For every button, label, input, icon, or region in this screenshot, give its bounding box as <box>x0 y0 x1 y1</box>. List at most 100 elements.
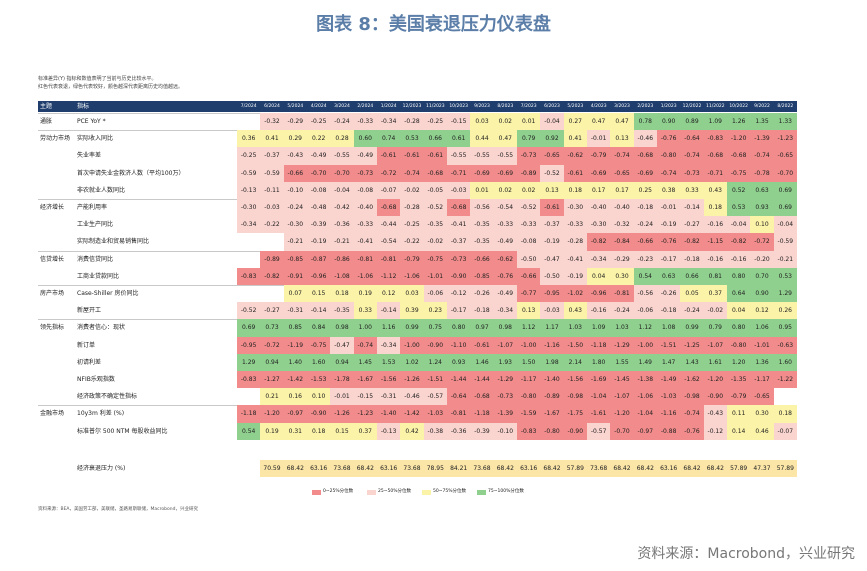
row-group: 金融市场 <box>40 410 65 418</box>
cell: -0.38 <box>423 422 447 440</box>
cell: 0.04 <box>727 302 751 320</box>
cell: 1.24 <box>423 353 447 371</box>
cell: -0.69 <box>470 164 494 182</box>
note: 标准差异(Y) 指标和数值表明了当前与历史比较水平。 <box>38 76 157 82</box>
column-header: 12/2022 <box>682 104 702 109</box>
cell: 0.01 <box>470 181 494 199</box>
cell: -0.65 <box>773 147 797 165</box>
total-cell: 68.42 <box>493 460 517 478</box>
cell: -0.82 <box>727 233 751 251</box>
cell: 0.03 <box>400 285 424 303</box>
cell: 0.44 <box>470 130 494 148</box>
cell: -0.65 <box>750 388 774 406</box>
cell: 0.18 <box>703 199 727 217</box>
cell: -0.02 <box>400 181 424 199</box>
row-name: 首次申请失业金救济人数（平均100万） <box>77 169 185 177</box>
legend-swatch <box>367 490 376 495</box>
cell: -0.06 <box>423 285 447 303</box>
cell: -0.29 <box>610 250 634 268</box>
cell: 1.35 <box>750 113 774 131</box>
cell: 0.79 <box>703 319 727 337</box>
cell: 1.20 <box>727 353 751 371</box>
cell: 0.75 <box>423 319 447 337</box>
cell: -0.47 <box>540 250 564 268</box>
cell: -0.27 <box>680 216 704 234</box>
cell: -0.49 <box>307 147 331 165</box>
cell: -0.82 <box>260 267 284 285</box>
cell: 0.63 <box>657 267 681 285</box>
cell: -0.44 <box>377 216 401 234</box>
cell: -0.25 <box>237 147 261 165</box>
total-cell: 57.89 <box>563 460 587 478</box>
header-bar <box>38 101 797 112</box>
cell: 0.18 <box>773 405 797 423</box>
cell: -1.18 <box>587 336 611 354</box>
cell: -0.89 <box>517 164 541 182</box>
cell: -0.73 <box>353 164 377 182</box>
cell: -1.18 <box>237 405 261 423</box>
cell: 0.99 <box>680 319 704 337</box>
cell: -1.35 <box>727 371 751 389</box>
cell: -0.66 <box>283 164 307 182</box>
cell: 0.11 <box>727 405 751 423</box>
cell: -0.30 <box>587 216 611 234</box>
row-name: 消费信贷同比 <box>77 255 114 263</box>
row-group: 经济增长 <box>40 204 65 211</box>
cell: 0.41 <box>260 130 284 148</box>
cell: -1.23 <box>773 130 797 148</box>
cell: -0.98 <box>680 388 704 406</box>
cell: -1.20 <box>703 371 727 389</box>
cell: -0.74 <box>657 164 681 182</box>
cell: -0.71 <box>703 164 727 182</box>
cell: -0.18 <box>680 250 704 268</box>
cell: -1.56 <box>563 371 587 389</box>
cell: 1.17 <box>540 319 564 337</box>
cell: -0.43 <box>703 405 727 423</box>
cell: -1.19 <box>283 336 307 354</box>
cell: -0.26 <box>657 285 681 303</box>
cell: -1.40 <box>540 371 564 389</box>
cell: 0.02 <box>517 181 541 199</box>
cell: -0.08 <box>307 181 331 199</box>
cell: -0.41 <box>447 216 471 234</box>
cell: 0.19 <box>260 422 284 440</box>
cell: 0.18 <box>307 422 331 440</box>
cell: -0.63 <box>773 336 797 354</box>
cell: -0.05 <box>423 181 447 199</box>
cell: -0.71 <box>447 164 471 182</box>
cell: 0.27 <box>563 113 587 131</box>
cell: -1.27 <box>260 371 284 389</box>
cell: -0.77 <box>517 285 541 303</box>
cell: 1.50 <box>517 353 541 371</box>
cell: -0.88 <box>657 422 681 440</box>
header: 主题 <box>40 103 53 110</box>
cell: 0.99 <box>400 319 424 337</box>
cell: -1.62 <box>680 371 704 389</box>
cell: 0.60 <box>353 130 377 148</box>
cell: -0.75 <box>727 164 751 182</box>
cell: -0.18 <box>633 199 657 217</box>
cell: -0.75 <box>423 250 447 268</box>
header: 指标 <box>77 103 90 110</box>
total-cell: 73.68 <box>330 460 354 478</box>
row-group: 房产市场 <box>40 290 65 297</box>
cell: -0.14 <box>307 302 331 320</box>
cell: -0.28 <box>563 233 587 251</box>
cell: -0.16 <box>703 250 727 268</box>
cell: -0.90 <box>307 405 331 423</box>
cell: 0.53 <box>400 130 424 148</box>
cell: 1.60 <box>307 353 331 371</box>
cell: -1.06 <box>400 267 424 285</box>
cell: 0.54 <box>237 422 261 440</box>
cell: -0.34 <box>237 216 261 234</box>
column-header: 5/2024 <box>287 104 304 109</box>
cell: -0.12 <box>703 422 727 440</box>
cell: -1.00 <box>517 336 541 354</box>
cell: -1.44 <box>470 371 494 389</box>
cell: -0.35 <box>330 302 354 320</box>
cell: 1.45 <box>353 353 377 371</box>
cell: -0.76 <box>680 422 704 440</box>
cell: 0.85 <box>283 319 307 337</box>
cell: -0.74 <box>610 147 634 165</box>
cell: -0.25 <box>423 113 447 131</box>
